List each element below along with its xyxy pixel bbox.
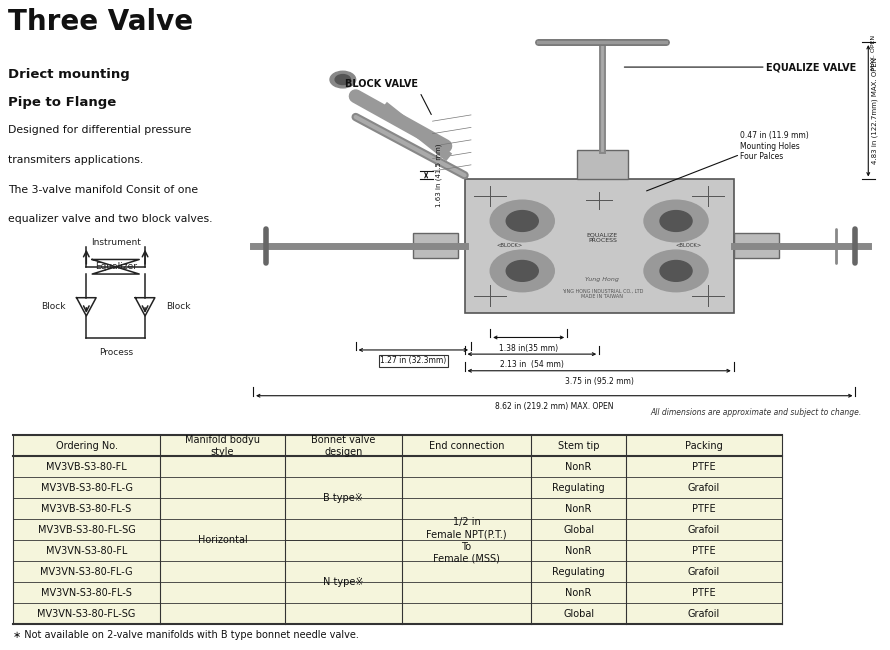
Circle shape	[506, 211, 538, 231]
Text: Stem tip: Stem tip	[558, 441, 600, 451]
Text: Bonnet valve
desigen: Bonnet valve desigen	[312, 435, 376, 457]
Text: Designed for differential pressure: Designed for differential pressure	[8, 125, 191, 135]
Text: Grafoil: Grafoil	[688, 525, 720, 535]
Text: Grafoil: Grafoil	[688, 567, 720, 577]
Text: 8.62 in (219.2 mm) MAX. OPEN: 8.62 in (219.2 mm) MAX. OPEN	[495, 402, 613, 411]
Text: <BLOCK>: <BLOCK>	[497, 244, 522, 248]
Text: MV3VB-S3-80-FL-G: MV3VB-S3-80-FL-G	[41, 483, 133, 493]
Text: NonR: NonR	[565, 588, 592, 598]
Text: 0.47 in (11.9 mm)
Mounting Holes
Four Palces: 0.47 in (11.9 mm) Mounting Holes Four Pa…	[740, 131, 809, 161]
Bar	[577, 150, 628, 179]
Text: Instrument: Instrument	[91, 238, 141, 246]
Text: NonR: NonR	[565, 462, 592, 472]
Text: Equalizer: Equalizer	[94, 262, 137, 271]
Text: 1.63 in (41.5 mm): 1.63 in (41.5 mm)	[436, 144, 442, 207]
Text: B type※: B type※	[323, 493, 363, 503]
Text: PTFE: PTFE	[692, 462, 716, 472]
Text: Block: Block	[41, 302, 65, 311]
Text: EQUALIZE
PROCESS: EQUALIZE PROCESS	[587, 232, 618, 243]
Text: MV3VN-S3-80-FL-G: MV3VN-S3-80-FL-G	[40, 567, 133, 577]
Text: MAX. OPEN: MAX. OPEN	[871, 35, 877, 70]
Text: 1/2 in
Female NPT(P.T.)
To
Female (MSS): 1/2 in Female NPT(P.T.) To Female (MSS)	[426, 517, 506, 564]
Text: PTFE: PTFE	[692, 546, 716, 556]
Circle shape	[644, 200, 708, 242]
Text: All dimensions are approximate and subject to change.: All dimensions are approximate and subje…	[651, 408, 862, 417]
Bar	[13, 436, 781, 624]
Bar	[465, 179, 733, 313]
Circle shape	[644, 250, 708, 292]
Text: MV3VB-S3-80-FL-SG: MV3VB-S3-80-FL-SG	[37, 525, 135, 535]
Text: NonR: NonR	[565, 546, 592, 556]
Text: Regulating: Regulating	[553, 483, 605, 493]
Text: <BLOCK>: <BLOCK>	[676, 244, 702, 248]
Circle shape	[490, 200, 554, 242]
Text: 2.13 in  (54 mm): 2.13 in (54 mm)	[500, 360, 563, 369]
Text: 4.83 in (122.7mm) MAX. OPEN: 4.83 in (122.7mm) MAX. OPEN	[871, 57, 878, 164]
Text: MV3VB-S3-80-FL-S: MV3VB-S3-80-FL-S	[42, 504, 132, 514]
Text: Yung Hong: Yung Hong	[586, 277, 619, 281]
Text: NonR: NonR	[565, 504, 592, 514]
Circle shape	[336, 75, 351, 84]
Text: MV3VB-S3-80-FL: MV3VB-S3-80-FL	[46, 462, 127, 472]
Text: equalizer valve and two block valves.: equalizer valve and two block valves.	[8, 214, 213, 224]
Text: transmiters applications.: transmiters applications.	[8, 155, 143, 164]
Circle shape	[490, 250, 554, 292]
Text: Global: Global	[563, 608, 595, 619]
Text: Three Valve: Three Valve	[8, 8, 193, 36]
Text: The 3-valve manifold Consit of one: The 3-valve manifold Consit of one	[8, 185, 198, 194]
Text: 3.75 in (95.2 mm): 3.75 in (95.2 mm)	[565, 377, 634, 386]
Text: Grafoil: Grafoil	[688, 608, 720, 619]
Text: YING HONG INDUSTRIAL CO., LTD
MADE IN TAIWAN: YING HONG INDUSTRIAL CO., LTD MADE IN TA…	[562, 289, 643, 299]
Text: PTFE: PTFE	[692, 588, 716, 598]
Text: Packing: Packing	[685, 441, 723, 451]
Text: Regulating: Regulating	[553, 567, 605, 577]
Text: MV3VN-S3-80-FL: MV3VN-S3-80-FL	[46, 546, 127, 556]
Text: EQUALIZE VALVE: EQUALIZE VALVE	[765, 62, 856, 72]
Text: PTFE: PTFE	[692, 504, 716, 514]
Circle shape	[660, 261, 692, 281]
Text: Manifold bodyu
style: Manifold bodyu style	[185, 435, 260, 457]
Text: Process: Process	[99, 348, 133, 357]
Bar	[413, 233, 458, 259]
Text: Horizontal: Horizontal	[198, 536, 247, 545]
Text: MV3VN-S3-80-FL-SG: MV3VN-S3-80-FL-SG	[37, 608, 136, 619]
Text: Driect mounting: Driect mounting	[8, 68, 130, 81]
Text: BLOCK VALVE: BLOCK VALVE	[344, 79, 417, 88]
Text: End connection: End connection	[429, 441, 505, 451]
Text: Ordering No.: Ordering No.	[55, 441, 117, 451]
Text: N type※: N type※	[323, 577, 364, 587]
Circle shape	[506, 261, 538, 281]
Text: 1.27 in (32.3mm): 1.27 in (32.3mm)	[380, 356, 447, 365]
Text: Grafoil: Grafoil	[688, 483, 720, 493]
Circle shape	[330, 72, 356, 88]
Text: 1.38 in(35 mm): 1.38 in(35 mm)	[499, 344, 558, 353]
Text: Global: Global	[563, 525, 595, 535]
Text: Pipe to Flange: Pipe to Flange	[8, 96, 117, 109]
Text: ∗ Not available on 2-valve manifolds with B type bonnet needle valve.: ∗ Not available on 2-valve manifolds wit…	[13, 630, 359, 640]
Bar	[733, 233, 779, 259]
Text: Block: Block	[166, 302, 190, 311]
Text: MV3VN-S3-80-FL-S: MV3VN-S3-80-FL-S	[41, 588, 132, 598]
Circle shape	[660, 211, 692, 231]
